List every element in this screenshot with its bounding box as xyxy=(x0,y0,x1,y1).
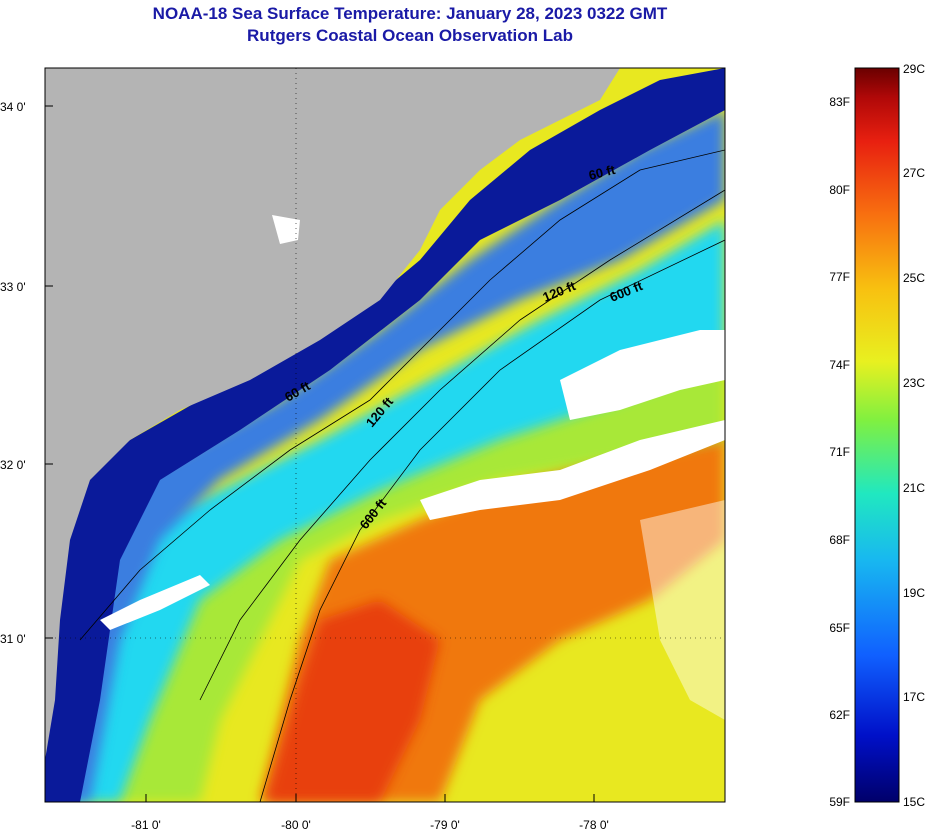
colorbar-f-label: 59F xyxy=(829,795,850,809)
contour-label: 60 ft xyxy=(587,162,617,183)
lat-label: 31 0' xyxy=(0,632,26,646)
contour-600ft xyxy=(259,239,725,802)
lon-label: -81 0' xyxy=(131,818,161,832)
map-subtitle: Rutgers Coastal Ocean Observation Lab xyxy=(247,26,573,45)
cold-coastal-water xyxy=(45,68,725,802)
cyan-water-region xyxy=(45,220,725,802)
colorbar: 83F 80F 77F 74F 71F 68F 65F 62F 59F 29C … xyxy=(829,62,925,809)
colorbar-f-label: 80F xyxy=(829,183,850,197)
lon-label: -80 0' xyxy=(281,818,311,832)
lon-label: -79 0' xyxy=(430,818,460,832)
contour-60ft xyxy=(79,149,725,641)
colorbar-f-label: 83F xyxy=(829,95,850,109)
map-frame xyxy=(44,67,726,803)
colorbar-c-label: 25C xyxy=(903,271,925,285)
colorbar-c-label: 17C xyxy=(903,690,925,704)
contour-120ft xyxy=(199,189,725,701)
colorbar-c-label: 19C xyxy=(903,586,925,600)
colorbar-c-label: 23C xyxy=(903,376,925,390)
map-title: NOAA-18 Sea Surface Temperature: January… xyxy=(152,4,668,23)
cloud-patch xyxy=(560,330,725,420)
colorbar-f-label: 68F xyxy=(829,533,850,547)
colorbar-c-label: 15C xyxy=(903,795,925,809)
cloud-band xyxy=(420,420,725,520)
lon-axis: -81 0' -80 0' -79 0' -78 0' xyxy=(131,794,609,832)
colorbar-gradient xyxy=(854,67,900,803)
cloud-speckle xyxy=(640,500,725,720)
colorbar-f-label: 77F xyxy=(829,270,850,284)
colorbar-c-label: 29C xyxy=(903,62,925,76)
lat-label: 32 0' xyxy=(0,458,26,472)
colorbar-f-label: 65F xyxy=(829,621,850,635)
land-mass xyxy=(45,68,620,760)
lat-label: 33 0' xyxy=(0,280,26,294)
inland-lake xyxy=(272,215,300,244)
shelf-water-region xyxy=(45,110,725,802)
lat-label: 34 0' xyxy=(0,100,26,114)
lon-label: -78 0' xyxy=(579,818,609,832)
colorbar-c-label: 21C xyxy=(903,481,925,495)
sst-map: 60 ft 120 ft 600 ft 60 ft 120 ft 600 ft xyxy=(45,68,725,802)
lat-axis: 34 0' 33 0' 32 0' 31 0' xyxy=(0,100,53,646)
colorbar-f-label: 71F xyxy=(829,445,850,459)
colorbar-f-label: 74F xyxy=(829,358,850,372)
colorbar-f-label: 62F xyxy=(829,708,850,722)
green-water-region xyxy=(45,350,725,802)
cloud-coastal xyxy=(100,575,210,630)
hot-water-region xyxy=(265,600,440,802)
colorbar-c-label: 27C xyxy=(903,166,925,180)
